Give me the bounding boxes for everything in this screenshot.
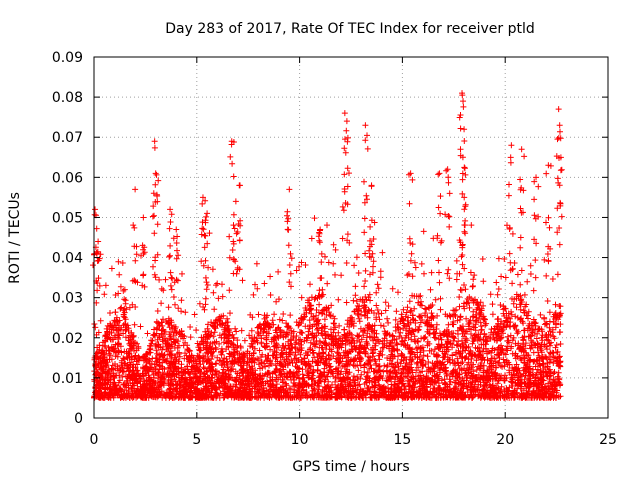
y-tick-label: 0.08: [52, 90, 83, 106]
roti-peak-point: [317, 226, 324, 233]
roti-peak-point: [533, 174, 540, 181]
roti-peak-point: [368, 182, 375, 189]
plot-frame: [93, 56, 609, 419]
roti-peak-point: [151, 138, 158, 145]
y-tick-label: 0: [74, 411, 83, 427]
chart-title: Day 283 of 2017, Rate Of TEC Index for r…: [165, 21, 535, 37]
roti-peak-point: [199, 194, 206, 201]
roti-peak-point: [436, 170, 443, 177]
y-tick-label: 0.06: [52, 170, 83, 186]
y-tick-label: 0.09: [52, 50, 83, 66]
roti-peak-point: [140, 214, 147, 221]
roti-peak-point: [92, 206, 99, 213]
x-tick-label: 25: [599, 432, 617, 448]
data-points: [90, 90, 565, 401]
y-tick-label: 0.02: [52, 331, 83, 347]
roti-peak-point: [121, 286, 128, 293]
roti-peak-point: [556, 122, 563, 129]
x-axis-label: GPS time / hours: [292, 459, 409, 475]
y-tick-label: 0.07: [52, 130, 83, 146]
roti-peak-point: [204, 210, 211, 217]
x-tick-label: 20: [496, 432, 514, 448]
roti-peak-point: [95, 238, 102, 245]
x-tick-label: 15: [393, 432, 411, 448]
roti-peak-point: [518, 146, 525, 153]
roti-peak-point: [343, 118, 350, 125]
roti-peak-point: [508, 142, 515, 149]
roti-peak-point: [232, 198, 239, 205]
roti-peak-point: [132, 186, 139, 193]
axis-ticks: 0 0.01 0.02 0.03 0.04 0.05 0.06 0.07 0.08 0.09 0 5 1…: [52, 50, 617, 448]
roti-peak-point: [236, 182, 243, 189]
x-tick-label: 5: [192, 432, 201, 448]
roti-peak-point: [545, 162, 552, 169]
y-tick-label: 0.04: [52, 251, 83, 267]
x-tick-label: 0: [90, 432, 99, 448]
y-axis-label: ROTI / TECUs: [7, 192, 23, 284]
roti-peak-point: [460, 98, 467, 105]
y-tick-label: 0.01: [52, 371, 83, 387]
roti-peak-point: [341, 110, 348, 117]
roti-peak-point: [228, 138, 235, 145]
roti-peak-point: [167, 206, 174, 213]
roti-peak-point: [444, 166, 451, 173]
roti-peak-point: [152, 170, 159, 177]
y-tick-label: 0.03: [52, 291, 83, 307]
y-tick-label: 0.05: [52, 210, 83, 226]
roti-peak-point: [407, 170, 414, 177]
roti-peak-point: [461, 126, 468, 133]
roti-peak-point: [286, 186, 293, 193]
roti-peak-point: [459, 90, 466, 97]
roti-peak-point: [173, 226, 180, 233]
roti-peak-point: [362, 122, 369, 129]
x-tick-label: 10: [291, 432, 309, 448]
roti-point-cloud: [90, 92, 565, 401]
roti-peak-point: [555, 106, 562, 113]
